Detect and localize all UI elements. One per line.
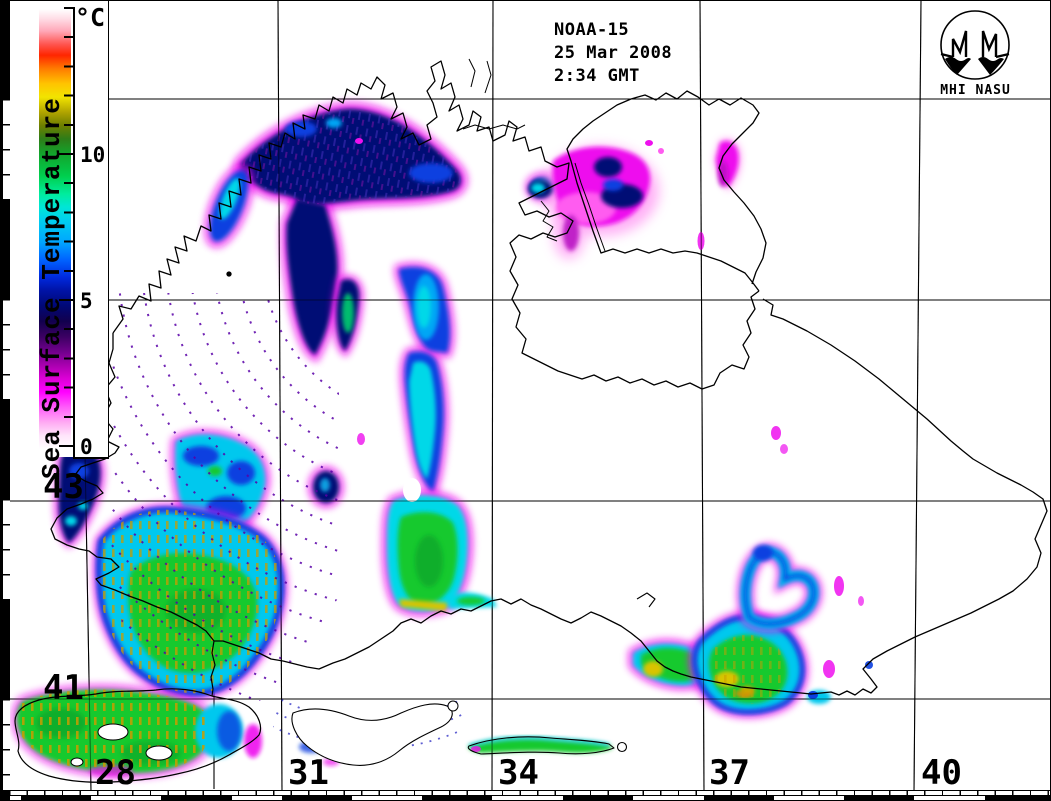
patch-southeast [628, 543, 873, 718]
lon-label-40: 40 [921, 753, 962, 793]
legend-title: Sea Surface Temperature [37, 97, 67, 479]
patch-azov [528, 138, 788, 454]
lon-label-31: 31 [288, 753, 329, 793]
legend-unit: °C [75, 3, 106, 32]
patch-west-coast [54, 429, 288, 700]
mhi-nasu-logo [940, 10, 1010, 80]
lat-label-41: 41 [43, 668, 84, 708]
ruler-cells [9, 790, 1050, 796]
lon-label-34: 34 [498, 753, 539, 793]
legend-panel: 10 5 0 [1, 1, 109, 459]
longitude-ruler [9, 790, 1050, 800]
legend-tick-0 [59, 445, 73, 447]
ruler-corner [1, 790, 10, 800]
lat-label-43: 43 [43, 467, 84, 507]
ruler-degrees [9, 796, 1050, 800]
sst-patches [11, 102, 873, 779]
logo-caption: MHI NASU [940, 83, 1011, 98]
lon-label-37: 37 [709, 753, 750, 793]
coastlines [14, 58, 1048, 783]
acquisition-info: NOAA-15 25 Mar 2008 2:34 GMT [554, 19, 672, 88]
legend-label-0: 0 [80, 435, 93, 459]
legend-minor-ticks [64, 7, 73, 451]
legend-tick-10 [59, 153, 73, 155]
legend-label-5: 5 [80, 289, 93, 313]
acquisition-time: 2:34 GMT [554, 66, 640, 86]
acquisition-date: 25 Mar 2008 [554, 43, 673, 63]
legend-label-10: 10 [80, 143, 106, 167]
latitude-ruler [1, 1, 10, 791]
satellite-name: NOAA-15 [554, 20, 630, 40]
legend-axis [73, 7, 109, 459]
lon-label-28: 28 [95, 753, 136, 793]
patch-central-ribbon [357, 262, 497, 617]
legend-tick-5 [59, 299, 73, 301]
patch-nw-shelf [204, 102, 561, 508]
